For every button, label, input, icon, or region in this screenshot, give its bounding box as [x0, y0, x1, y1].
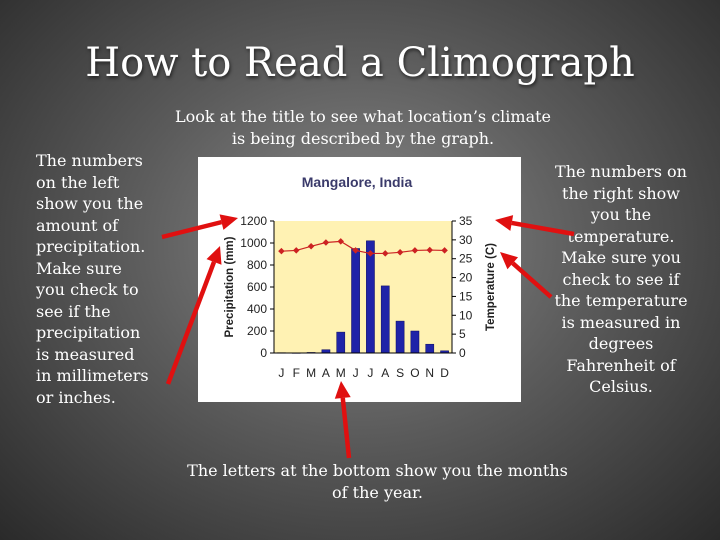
- left-tick-label: 600: [247, 280, 267, 294]
- temperature-point: [352, 247, 359, 254]
- slide-title: How to Read a Climograph: [85, 40, 635, 86]
- temperature-point: [292, 247, 300, 254]
- month-label: S: [396, 366, 404, 380]
- month-label: A: [381, 366, 389, 380]
- right-tick-label: 20: [459, 271, 473, 285]
- chart-canvas: Mangalore, India 0 200 400 600 800 1000 1200 0 5 1…: [224, 174, 497, 380]
- right-tick-label: 0: [459, 346, 466, 360]
- left-tick-label: 1000: [240, 236, 267, 250]
- temperature-point: [396, 249, 404, 256]
- left-axis-title: Precipitation (mm): [224, 236, 236, 337]
- right-tick-label: 10: [459, 308, 473, 322]
- temperature-point: [381, 250, 389, 257]
- precipitation-bar: [425, 343, 435, 354]
- month-label: J: [353, 366, 359, 380]
- left-tick-label: 400: [247, 302, 267, 316]
- precipitation-bar: [380, 285, 390, 354]
- title-explanation: Look at the title to see what location’s…: [174, 107, 552, 148]
- temperature-point: [337, 238, 345, 245]
- temperature-explanation: The numbers on the right show you the te…: [554, 162, 688, 396]
- right-axis-title: Temperature (C): [485, 243, 497, 331]
- right-tick-label: 15: [459, 289, 473, 303]
- precipitation-explanation: The numbers on the left show you the amo…: [36, 151, 149, 407]
- temperature-point: [426, 246, 434, 254]
- month-label: D: [440, 366, 449, 380]
- left-tick-label: 800: [247, 258, 267, 272]
- month-label: M: [336, 366, 346, 380]
- plot-area: [274, 221, 452, 353]
- month-label: F: [293, 366, 300, 380]
- months-explanation: The letters at the bottom show you the m…: [187, 461, 568, 502]
- month-label: N: [425, 366, 434, 380]
- temperature-point: [441, 247, 448, 254]
- climograph-chart: Mangalore, India 0 200 400 600 800 1000 1200 0 5 1…: [198, 157, 521, 402]
- precipitation-bar: [366, 240, 375, 354]
- month-label: J: [278, 366, 284, 380]
- left-tick-label: 200: [247, 324, 267, 338]
- right-tick-label: 5: [459, 327, 466, 341]
- month-label: M: [306, 366, 316, 380]
- arrow-to-month-labels-shaft: [340, 397, 352, 459]
- left-tick-label: 0: [260, 346, 267, 360]
- precipitation-bar: [351, 248, 360, 354]
- month-label: A: [322, 366, 330, 380]
- month-label: O: [410, 366, 419, 380]
- right-tick-label: 30: [459, 233, 473, 247]
- temperature-point: [278, 247, 285, 255]
- precipitation-bar: [410, 330, 420, 354]
- precipitation-bar: [395, 320, 405, 354]
- month-label: J: [367, 366, 373, 380]
- right-tick-label: 25: [459, 252, 473, 266]
- right-tick-label: 35: [459, 214, 473, 228]
- precipitation-bar: [336, 331, 346, 354]
- left-tick-label: 1200: [240, 214, 267, 228]
- chart-title: Mangalore, India: [302, 174, 413, 190]
